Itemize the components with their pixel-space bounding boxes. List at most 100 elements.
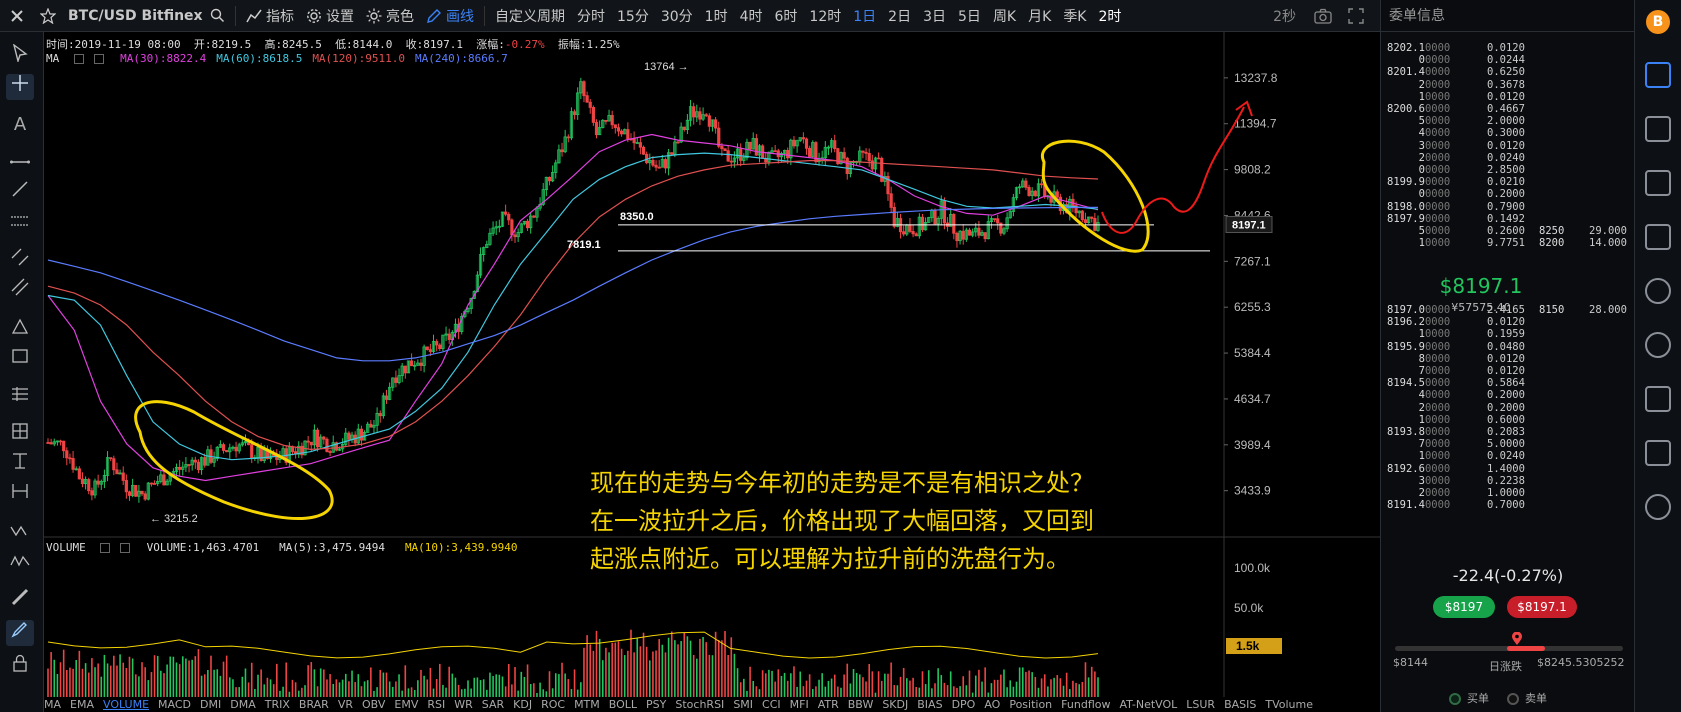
order-book-row[interactable]: 0 0000 2.8500 xyxy=(1381,164,1635,177)
indicator-tab[interactable]: RSI xyxy=(427,698,446,711)
order-book-row[interactable]: 1 0000 0.0120 xyxy=(1381,91,1635,104)
indicator-tab[interactable]: Fundflow xyxy=(1061,698,1111,711)
order-book-row[interactable]: 0 0000 0.0244 xyxy=(1381,54,1635,67)
indicator-tab[interactable]: EMA xyxy=(70,698,94,711)
bitcoin-logo-icon[interactable]: B xyxy=(1646,10,1670,34)
order-book-row[interactable]: 3 0000 0.0120 xyxy=(1381,140,1635,153)
indicator-tab[interactable]: AO xyxy=(984,698,1001,711)
trade-history-icon[interactable] xyxy=(1645,116,1671,142)
period-tab[interactable]: 4时 xyxy=(739,8,763,25)
indicator-tab[interactable]: SKDJ xyxy=(882,698,909,711)
order-book-icon[interactable] xyxy=(1645,62,1671,88)
order-book-row[interactable]: 8195.9 0000 0.0480 xyxy=(1381,341,1635,354)
order-book-row[interactable]: 7 0000 5.0000 xyxy=(1381,438,1635,451)
indicator-tab[interactable]: BBW xyxy=(847,698,874,711)
indicator-tab[interactable]: SAR xyxy=(481,698,505,711)
indicator-tab[interactable]: VOLUME xyxy=(102,698,150,711)
calendar-icon[interactable] xyxy=(1645,386,1671,412)
custom-period-button[interactable]: 自定义周期 xyxy=(495,8,565,25)
wave-tool-icon[interactable] xyxy=(6,520,34,546)
pro-icon[interactable] xyxy=(1645,494,1671,520)
order-book-row[interactable]: 8193.8 0000 0.2083 xyxy=(1381,426,1635,439)
order-book-row[interactable]: 8198.0 0000 0.7900 xyxy=(1381,201,1635,214)
indicator-tab[interactable]: BRAR xyxy=(298,698,329,711)
indicator-tab[interactable]: AT-NetVOL xyxy=(1119,698,1178,711)
period-tab[interactable]: 3日 xyxy=(923,8,947,25)
indicator-tab[interactable]: PSY xyxy=(646,698,667,711)
order-book-row[interactable]: 8192.6 0000 1.4000 xyxy=(1381,463,1635,476)
favorite-star-icon[interactable] xyxy=(34,0,62,32)
period-tab[interactable]: 分时 xyxy=(577,8,605,25)
order-book-row[interactable]: 5 0000 2.0000 xyxy=(1381,115,1635,128)
indicator-tab[interactable]: StochRSI xyxy=(675,698,725,711)
order-book-row[interactable]: 8200.6 0000 0.4667 xyxy=(1381,103,1635,116)
order-book-row[interactable]: 2 0000 0.3678 xyxy=(1381,79,1635,92)
period-tab[interactable]: 2时 xyxy=(1098,8,1122,25)
period-tab[interactable]: 15分 xyxy=(617,8,649,25)
order-book-row[interactable]: 8197.0 0000 2.4165 8150 28.000 xyxy=(1381,304,1635,317)
indicator-tab[interactable]: MACD xyxy=(158,698,192,711)
order-book-row[interactable]: 8 0000 0.0120 xyxy=(1381,353,1635,366)
order-book-row[interactable]: 5 0000 0.2600 8250 29.000 xyxy=(1381,225,1635,238)
period-tab[interactable]: 5日 xyxy=(958,8,981,25)
text-tool-icon[interactable]: A xyxy=(13,114,27,135)
depth-chart-icon[interactable] xyxy=(1645,170,1671,196)
ma-close-icon[interactable] xyxy=(93,54,104,64)
triangle-tool-icon[interactable] xyxy=(6,316,34,342)
order-book-row[interactable]: 8197.9 0000 0.1492 xyxy=(1381,213,1635,226)
indicator-tab[interactable]: KDJ xyxy=(513,698,533,711)
order-book-row[interactable]: 2 0000 0.0240 xyxy=(1381,152,1635,165)
order-book-row[interactable]: 2 0000 0.2000 xyxy=(1381,402,1635,415)
parallel-line-icon[interactable] xyxy=(6,210,34,236)
indicator-tab[interactable]: DMI xyxy=(200,698,222,711)
indicator-tab[interactable]: EMV xyxy=(394,698,419,711)
crosshair-icon[interactable] xyxy=(6,74,34,100)
indicators-button[interactable]: 指标 xyxy=(240,0,300,32)
order-book-row[interactable]: 1 0000 0.1959 xyxy=(1381,328,1635,341)
measure-tool-icon[interactable] xyxy=(6,482,34,508)
draw-button[interactable]: 画线 xyxy=(420,0,480,32)
order-book-row[interactable]: 4 0000 0.3000 xyxy=(1381,127,1635,140)
grid-tool-icon[interactable] xyxy=(6,422,34,448)
indicator-tab[interactable]: SMI xyxy=(733,698,754,711)
indicator-tab[interactable]: BASIS xyxy=(1224,698,1257,711)
indicator-tab[interactable]: Position xyxy=(1009,698,1053,711)
buy-orders-toggle[interactable]: 买单 xyxy=(1449,690,1489,706)
indicator-tab[interactable]: MFI xyxy=(789,698,809,711)
order-book-row[interactable]: 1 0000 0.0240 xyxy=(1381,450,1635,463)
indicator-tab[interactable]: LSUR xyxy=(1186,698,1216,711)
period-tab[interactable]: 周K xyxy=(992,8,1017,25)
brush-icon[interactable] xyxy=(6,620,34,646)
order-book-row[interactable]: 0 0000 0.2000 xyxy=(1381,188,1635,201)
indicator-tab[interactable]: VR xyxy=(337,698,353,711)
add-panel-icon[interactable] xyxy=(1645,224,1671,250)
heatmap-icon[interactable] xyxy=(1645,440,1671,466)
indicator-tab[interactable]: ATR xyxy=(817,698,839,711)
indicator-tab[interactable]: BIAS xyxy=(917,698,943,711)
channel-tool-icon[interactable] xyxy=(6,248,34,274)
fullscreen-icon[interactable] xyxy=(1342,0,1370,32)
refresh-interval[interactable]: 2秒 xyxy=(1273,8,1296,25)
order-book-row[interactable]: 8199.9 0000 0.0210 xyxy=(1381,176,1635,189)
order-book-row[interactable]: 8191.4 0000 0.7000 xyxy=(1381,499,1635,512)
order-book-row[interactable]: 8201.4 0000 0.6250 xyxy=(1381,66,1635,79)
volume-settings-icon[interactable] xyxy=(100,543,111,553)
clock-icon[interactable] xyxy=(1645,278,1671,304)
period-tab[interactable]: 季K xyxy=(1063,8,1087,25)
rectangle-tool-icon[interactable] xyxy=(6,346,34,372)
indicator-tab[interactable]: MTM xyxy=(574,698,600,711)
fibonacci-levels-icon[interactable] xyxy=(6,384,34,410)
settings-button[interactable]: 设置 xyxy=(300,0,360,32)
order-book-row[interactable]: 8196.2 0000 0.0120 xyxy=(1381,316,1635,329)
price-chart[interactable]: 13237.811394.79808.28442.67267.16255.353… xyxy=(44,32,1380,712)
pattern-tool-icon[interactable] xyxy=(6,452,34,478)
lock-icon[interactable] xyxy=(6,654,34,680)
search-icon[interactable] xyxy=(204,0,231,32)
horizontal-line-icon[interactable] xyxy=(6,150,34,176)
zigzag-tool-icon[interactable] xyxy=(6,550,34,576)
period-tab[interactable]: 月K xyxy=(1028,8,1052,25)
volume-close-icon[interactable] xyxy=(120,543,130,553)
order-book-row[interactable]: 2 0000 1.0000 xyxy=(1381,487,1635,500)
indicator-tab[interactable]: MA xyxy=(44,698,62,711)
trend-line-icon[interactable] xyxy=(6,180,34,206)
